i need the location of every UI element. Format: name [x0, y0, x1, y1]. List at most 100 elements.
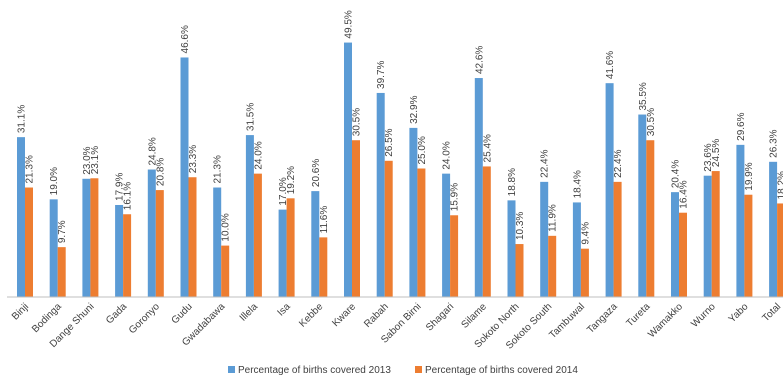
value-label-total-2014: 18.2%	[777, 171, 783, 199]
bar-kware-2013	[344, 42, 352, 297]
category-label-total: Total	[761, 301, 783, 324]
value-label-binji-2013: 31.1%	[17, 105, 28, 133]
bar-gudu-2014	[188, 177, 197, 297]
category-label-binji: Binji	[10, 301, 31, 322]
value-label-wurno-2013: 23.6%	[703, 143, 714, 171]
bar-yabo-2013	[736, 144, 745, 297]
value-label-sabon-birni-2013: 32.9%	[409, 95, 420, 123]
category-label-wamakko: Wamakko	[646, 301, 685, 340]
bar-silame-2014	[482, 166, 491, 297]
legend-label-2014: Percentage of births covered 2014	[425, 365, 578, 376]
value-label-sokoto-south-2014: 11.9%	[548, 204, 559, 232]
category-label-gada: Gada	[104, 301, 129, 326]
category-label-kebbe: Kebbe	[297, 301, 326, 330]
bar-tangaza-2014	[613, 181, 622, 297]
value-label-illela-2013: 31.5%	[245, 103, 256, 131]
value-label-goronyo-2013: 24.8%	[147, 137, 158, 165]
bar-silame-2013	[474, 78, 483, 297]
value-label-isa-2013: 17.0%	[278, 177, 289, 205]
bar-tureta-2013	[638, 114, 647, 297]
bar-kebbe-2014	[319, 237, 328, 297]
bar-isa-2013	[278, 209, 287, 297]
bar-kebbe-2013	[311, 191, 320, 297]
value-label-tangaza-2014: 22.4%	[613, 149, 624, 177]
bar-tambuwal-2013	[572, 202, 581, 297]
bar-gudu-2013	[180, 57, 189, 298]
value-label-isa-2014: 19.2%	[286, 166, 297, 194]
category-label-kware: Kware	[330, 301, 358, 329]
value-label-tureta-2013: 35.5%	[638, 82, 649, 110]
legend-label-2013: Percentage of births covered 2013	[238, 365, 391, 376]
value-label-silame-2013: 42.6%	[474, 46, 485, 74]
category-label-tambuwal: Tambuwal	[547, 301, 587, 341]
legend-swatch-2013	[228, 366, 235, 373]
category-label-rabah: Rabah	[362, 301, 391, 330]
bar-goronyo-2014	[155, 190, 164, 297]
bar-goronyo-2013	[147, 169, 156, 297]
category-label-wurno: Wurno	[689, 301, 718, 330]
bar-total-2013	[769, 161, 778, 297]
value-label-dange-shuni-2013: 23.0%	[82, 146, 93, 174]
bar-tambuwal-2014	[580, 248, 589, 297]
category-label-illela: Illela	[238, 301, 261, 324]
value-label-yabo-2014: 19.9%	[744, 162, 755, 190]
bar-shagari-2014	[450, 215, 459, 297]
bar-total-2014	[777, 203, 783, 297]
bar-rabah-2013	[376, 92, 385, 297]
value-label-gudu-2013: 46.6%	[180, 25, 191, 53]
value-label-wamakko-2013: 20.4%	[671, 160, 682, 188]
value-label-rabah-2013: 39.7%	[376, 60, 387, 88]
value-label-kware-2013: 49.5%	[344, 10, 355, 38]
bar-wurno-2014	[711, 171, 720, 297]
value-label-kware-2014: 30.5%	[352, 108, 363, 136]
bar-sokoto-north-2013	[507, 200, 516, 297]
category-label-silame: Silame	[460, 301, 490, 331]
value-label-gada-2014: 16.1%	[123, 182, 134, 210]
bar-sabon-birni-2013	[409, 127, 418, 297]
value-label-dange-shuni-2014: 23.1%	[90, 146, 101, 174]
value-label-tambuwal-2014: 9.4%	[580, 222, 591, 245]
bar-rabah-2014	[384, 160, 393, 297]
bar-tureta-2014	[646, 140, 655, 297]
bar-wamakko-2014	[679, 212, 687, 297]
value-label-tureta-2014: 30.5%	[646, 108, 657, 136]
bar-yabo-2014	[744, 194, 753, 297]
value-label-gwadabawa-2013: 21.3%	[213, 155, 224, 183]
bar-wurno-2013	[703, 175, 712, 297]
value-label-gwadabawa-2014: 10.0%	[221, 213, 232, 241]
value-label-shagari-2014: 15.9%	[450, 183, 461, 211]
bar-sokoto-north-2014	[515, 244, 524, 297]
bar-gwadabawa-2014	[221, 245, 230, 297]
value-label-sabon-birni-2014: 25.0%	[417, 136, 428, 164]
value-label-yabo-2013: 29.6%	[736, 112, 747, 140]
value-label-kebbe-2013: 20.6%	[311, 159, 322, 187]
value-label-bodinga-2013: 19.0%	[49, 167, 60, 195]
value-label-wamakko-2014: 16.4%	[679, 180, 690, 208]
bar-isa-2014	[286, 198, 295, 297]
category-label-gudu: Gudu	[170, 301, 195, 326]
value-label-silame-2014: 25.4%	[482, 134, 493, 162]
legend: Percentage of births covered 2013 Percen…	[228, 365, 578, 376]
bar-illela-2013	[245, 135, 254, 297]
value-labels-layer: 31.1% 21.3% 19.0% 9.7% 23.0%23.1% 17.9%16.1% 2…	[17, 10, 783, 245]
value-label-sokoto-north-2013: 18.8%	[507, 168, 518, 196]
bar-tangaza-2013	[605, 83, 614, 298]
bar-binji-2014	[25, 187, 33, 297]
value-label-binji-2014: 21.3%	[25, 155, 36, 183]
value-label-sokoto-north-2014: 10.3%	[515, 212, 526, 240]
value-label-sokoto-south-2013: 22.4%	[540, 149, 551, 177]
value-label-tambuwal-2013: 18.4%	[572, 170, 583, 198]
category-label-goronyo: Goronyo	[127, 301, 162, 336]
value-label-gada-2013: 17.9%	[115, 173, 126, 201]
bar-gada-2013	[115, 204, 124, 297]
value-label-rabah-2014: 26.5%	[384, 128, 395, 156]
bar-gada-2014	[123, 214, 132, 297]
bar-kware-2014	[352, 140, 360, 297]
value-label-bodinga-2014: 9.7%	[57, 220, 68, 243]
value-label-kebbe-2014: 11.6%	[319, 206, 330, 234]
bars-layer	[17, 42, 783, 298]
category-label-tangaza: Tangaza	[585, 301, 620, 336]
value-label-shagari-2013: 24.0%	[442, 141, 453, 169]
bar-dange-shuni-2013	[82, 178, 91, 297]
value-label-gudu-2014: 23.3%	[188, 145, 199, 173]
